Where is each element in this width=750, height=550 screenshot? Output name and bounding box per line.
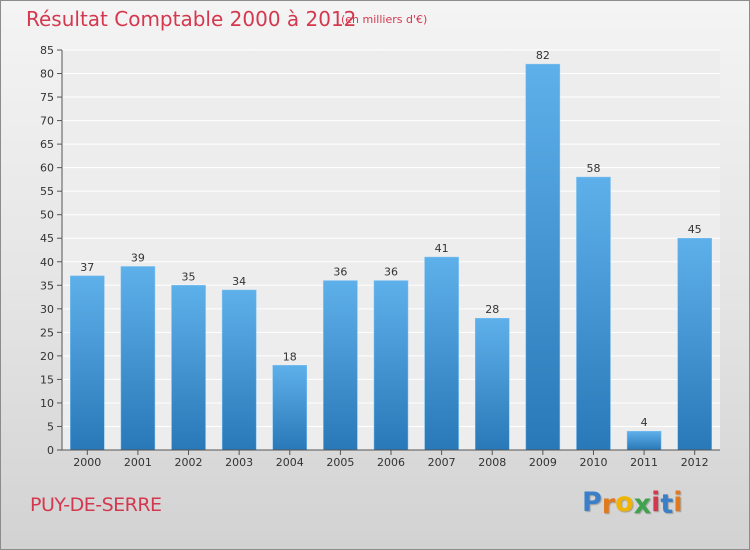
bar-2001 xyxy=(120,266,156,451)
x-tick-label-2008: 2008 xyxy=(478,456,506,469)
y-tick-label: 35 xyxy=(40,279,54,292)
logo-letter: r xyxy=(601,489,616,520)
data-label-2011: 4 xyxy=(641,416,648,429)
y-tick-label: 70 xyxy=(40,115,54,128)
y-tick-label: 75 xyxy=(40,91,54,104)
x-tick-label-2007: 2007 xyxy=(428,456,456,469)
data-label-2010: 58 xyxy=(586,162,600,175)
y-tick-label: 65 xyxy=(40,138,54,151)
data-label-2004: 18 xyxy=(283,350,297,363)
x-tick-label-2011: 2011 xyxy=(630,456,658,469)
axes xyxy=(57,49,720,455)
y-tick-label: 15 xyxy=(40,373,54,386)
proxiti-logo: Proxiti xyxy=(582,487,683,520)
y-tick-label: 80 xyxy=(40,68,54,81)
bar-2004 xyxy=(272,365,308,451)
x-tick-label-2012: 2012 xyxy=(681,456,709,469)
data-label-2001: 39 xyxy=(131,251,145,264)
data-label-2000: 37 xyxy=(80,261,94,274)
x-tick-label-2003: 2003 xyxy=(225,456,253,469)
y-tick-label: 30 xyxy=(40,303,54,316)
x-tick-label-2004: 2004 xyxy=(276,456,304,469)
y-tick-label: 50 xyxy=(40,209,54,222)
y-tick-label: 5 xyxy=(47,420,54,433)
y-tick-label: 0 xyxy=(47,444,54,457)
x-tick-label-2002: 2002 xyxy=(175,456,203,469)
x-axis-tick-labels: 2000 2001 2002 2003 2004 2005 2006 2007 2008 2009… xyxy=(73,456,708,469)
bar-series xyxy=(70,63,712,451)
y-tick-label: 60 xyxy=(40,162,54,175)
x-tick-label-2009: 2009 xyxy=(529,456,557,469)
bar-data-labels: 37 39 35 34 18 36 36 41 28 82 58 4 45 xyxy=(80,49,701,429)
logo-letter: o xyxy=(615,487,634,518)
data-label-2008: 28 xyxy=(485,303,499,316)
data-label-2003: 34 xyxy=(232,275,246,288)
y-tick-label: 10 xyxy=(40,397,54,410)
bar-2002 xyxy=(171,285,206,451)
x-tick-label-2005: 2005 xyxy=(326,456,354,469)
x-tick-label-2010: 2010 xyxy=(579,456,607,469)
data-label-2012: 45 xyxy=(688,223,702,236)
x-tick-label-2006: 2006 xyxy=(377,456,405,469)
y-tick-label: 45 xyxy=(40,232,54,245)
data-label-2002: 35 xyxy=(182,270,196,283)
logo-letter: t xyxy=(660,489,674,520)
chart-subtitle: (en milliers d'€) xyxy=(341,13,428,26)
y-tick-label: 25 xyxy=(40,326,54,339)
x-tick-label-2001: 2001 xyxy=(124,456,152,469)
chart-title: Résultat Comptable 2000 à 2012 xyxy=(26,7,357,31)
bar-2010 xyxy=(576,176,611,451)
bar-2011 xyxy=(626,430,662,451)
bar-2007 xyxy=(424,256,459,451)
y-tick-label: 85 xyxy=(40,44,54,57)
logo-letter: P xyxy=(582,487,602,518)
bar-2005 xyxy=(323,280,358,451)
logo-letter: x xyxy=(633,489,652,520)
bar-2003 xyxy=(221,289,257,451)
data-label-2006: 36 xyxy=(384,266,398,279)
x-tick-label-2000: 2000 xyxy=(73,456,101,469)
data-label-2007: 41 xyxy=(435,242,449,255)
commune-name: PUY-DE-SERRE xyxy=(30,494,162,516)
logo-letter: i xyxy=(673,487,683,518)
y-tick-label: 20 xyxy=(40,350,54,363)
bar-2009 xyxy=(525,63,561,451)
bar-2012 xyxy=(677,237,712,451)
bar-2008 xyxy=(474,317,510,451)
y-tick-label: 55 xyxy=(40,185,54,198)
bar-2006 xyxy=(373,280,409,451)
logo-letter: i xyxy=(651,487,661,518)
bar-2000 xyxy=(70,275,105,451)
data-label-2005: 36 xyxy=(333,266,347,279)
y-tick-label: 40 xyxy=(40,256,54,269)
y-axis-tick-labels: 0 5 10 15 20 25 30 35 40 45 50 55 60 65 70 75 80 85 xyxy=(40,44,54,457)
data-label-2009: 82 xyxy=(536,49,550,62)
